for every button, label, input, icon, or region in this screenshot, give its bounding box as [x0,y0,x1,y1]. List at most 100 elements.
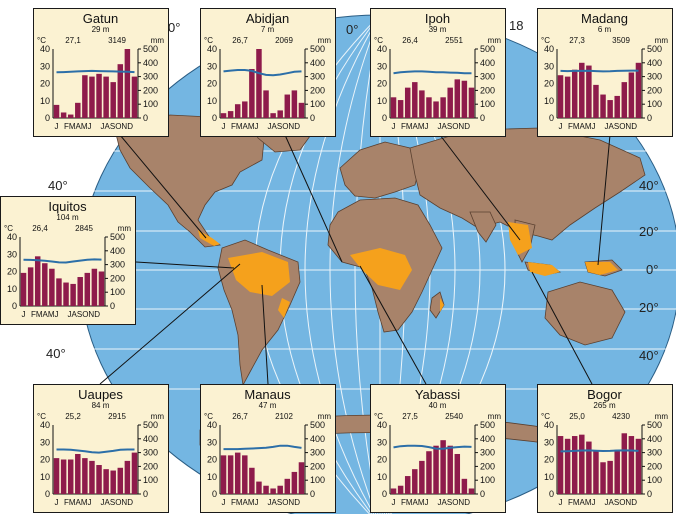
precip-unit: mm [118,224,132,233]
precip-tick-label: 400 [480,58,495,68]
precip-unit: mm [318,36,332,45]
rainforest-central-america [198,230,220,246]
annual-precipitation: 2069 [275,36,293,45]
precip-tick-label: 400 [647,58,662,68]
precip-bar [98,271,105,306]
leader-iquitos [135,261,235,269]
precip-tick-label: 200 [310,85,325,95]
precip-bar [110,470,116,494]
precip-bar [117,467,124,494]
temp-unit: °C [374,36,383,45]
precip-tick-label: 400 [143,434,158,444]
latitude-40s-left: 40° [46,346,66,361]
month-label-jasond: JASOND [438,498,471,507]
annual-precipitation: 4230 [612,412,630,421]
temp-tick-label: 20 [207,455,217,465]
mean-temperature: 27,1 [65,36,81,45]
map-labels: 0° 18 0° 40° 40° 40° 20° 0° 20° 40° [46,18,659,363]
temp-tick-label: 10 [377,472,387,482]
precip-bar [89,76,95,118]
precip-tick-label: 0 [480,113,485,123]
rainforest-southeast-asia [508,222,532,255]
longitude-180-label: 18 [509,18,523,33]
precip-bar [103,76,109,118]
leader-madang [597,134,611,266]
precip-bar [404,476,411,494]
temp-tick-label: 10 [7,284,17,294]
temp-tick-label: 30 [40,61,50,71]
leader-gatun [119,134,207,239]
precip-bar [27,267,34,306]
month-label-fmamj: FMAMJ [568,498,596,507]
precip-bar [270,488,276,494]
precip-tick-label: 0 [480,489,485,499]
temp-tick-label: 20 [40,455,50,465]
mean-temperature: 26,4 [402,36,418,45]
temp-tick-label: 0 [382,489,387,499]
precip-tick-label: 500 [310,420,325,430]
precip-bar [440,440,446,494]
precip-bar [124,460,131,494]
precip-tick-label: 300 [110,260,125,270]
precip-bar [390,488,397,494]
precip-tick-label: 200 [143,85,158,95]
precip-tick-label: 500 [647,420,662,430]
precip-tick-label: 0 [310,489,315,499]
precip-unit: mm [318,412,332,421]
temp-tick-label: 10 [377,96,387,106]
precip-bar [131,76,138,118]
precip-bar [557,75,564,118]
precip-tick-label: 0 [110,301,115,311]
asia [409,127,646,241]
temperature-line [223,69,302,77]
precip-bar [75,102,81,118]
precip-bar [227,111,234,118]
annual-precipitation: 3509 [612,36,630,45]
precip-bar [397,485,404,494]
temp-unit: °C [374,412,383,421]
station-name: Gatun [83,11,118,26]
precip-bar [635,438,642,494]
latitude-0-right: 0° [646,262,658,277]
station-altitude: 7 m [261,25,275,34]
latitude-20s-right: 20° [639,300,659,315]
precip-bar [124,49,131,118]
annual-precipitation: 2845 [75,224,93,233]
precip-tick-label: 300 [647,448,662,458]
precip-bar [433,445,439,494]
precip-bar [621,433,628,494]
precip-bar [390,97,397,118]
precip-bar [91,268,98,306]
station-altitude: 39 m [429,25,447,34]
annual-precipitation: 2102 [275,412,293,421]
temperature-line [56,69,135,74]
month-label-fmamj: FMAMJ [231,122,259,131]
precip-bar [49,268,55,306]
station-altitude: 6 m [598,25,612,34]
precip-tick-label: 400 [310,58,325,68]
station-altitude: 265 m [593,401,616,410]
precip-tick-label: 400 [110,246,125,256]
precip-bar [63,282,69,306]
precip-bar [607,460,613,494]
precip-bar [220,455,227,494]
month-label-j: J [55,498,59,507]
month-label-jasond: JASOND [101,498,134,507]
month-label-j: J [55,122,59,131]
precip-bar [614,95,620,118]
precip-tick-label: 0 [143,489,148,499]
temp-tick-label: 0 [212,489,217,499]
longitude-0-label: 0° [346,22,358,37]
precip-tick-label: 200 [647,85,662,95]
temp-tick-label: 40 [377,44,387,54]
month-label-jasond: JASOND [605,498,638,507]
mean-temperature: 25,0 [569,412,585,421]
station-altitude: 104 m [56,213,79,222]
precip-bar [461,478,468,494]
temp-tick-label: 10 [544,472,554,482]
